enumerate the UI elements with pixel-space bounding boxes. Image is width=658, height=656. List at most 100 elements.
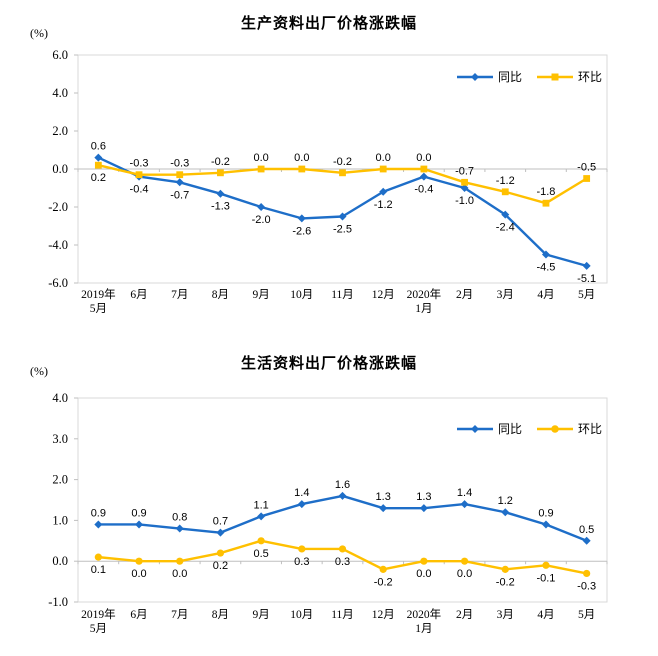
data-label: -2.6 [292,225,311,237]
data-label: -1.2 [374,199,393,211]
data-label: 0.6 [91,141,106,153]
yoy-line-marker-icon [456,424,493,433]
data-label: -0.3 [130,158,149,170]
x-tick-label: 1月 [415,623,432,635]
data-label: 0.0 [416,568,431,580]
data-label: 0.3 [335,556,350,568]
y-axis-unit-label: (%) [30,364,48,378]
data-label: 0.1 [91,564,106,576]
chart-title: 生产资料出厂价格涨跌幅 [240,15,417,32]
data-label: -0.2 [374,576,393,588]
x-tick-label: 12月 [372,289,395,301]
data-label: -2.0 [252,214,271,226]
data-label: 0.0 [457,568,472,580]
y-axis: 4.0 3.0 2.0 1.0 0.0 -1.0 [48,391,78,609]
y-tick-label: -6.0 [48,276,68,290]
data-label: 0.0 [253,152,268,164]
x-tick-label: 8月 [212,289,229,301]
data-label: -0.7 [170,189,189,201]
series-mom-line [94,537,591,578]
data-label: -4.5 [536,262,555,274]
data-label: 0.0 [294,152,309,164]
y-tick-label: 2.0 [52,124,68,138]
x-tick-label: 10月 [290,289,313,301]
mom-line-marker-icon [536,73,573,80]
y-tick-label: 4.0 [52,391,68,405]
x-tick-label: 2月 [456,609,473,621]
y-tick-label: 3.0 [52,432,68,446]
data-label: -0.3 [577,580,596,592]
x-tick-label: 3月 [497,609,514,621]
mom-line-marker-icon [536,424,573,433]
y-axis: 6.0 4.0 2.0 0.0 -2.0 -4.0 -6.0 [48,48,78,290]
legend-label: 同比 [497,422,522,436]
data-label: -1.0 [455,195,474,207]
data-label: 1.3 [376,491,391,503]
data-label: -0.5 [577,162,596,174]
x-tick-label: 2月 [456,289,473,301]
data-label: -0.2 [496,576,515,588]
x-tick-label: 11月 [331,609,354,621]
y-tick-label: -2.0 [48,200,68,214]
legend-item-yoy: 同比 [456,68,522,85]
data-label: 0.0 [131,568,146,580]
legend-item-yoy: 同比 [456,420,522,437]
data-label: -0.4 [414,184,433,196]
data-label: -0.1 [536,572,555,584]
data-label: 0.5 [579,524,594,536]
data-labels-yoy: 0.9 0.9 0.8 0.7 1.1 1.4 1.6 1.3 1.3 1.4 1.2 0.9 0.5 [91,479,595,536]
x-tick-label: 2020年 [407,287,442,301]
x-tick-label: 7月 [171,609,188,621]
x-tick-label: 8月 [212,609,229,621]
data-label: 0.5 [253,548,268,560]
legend-label: 环比 [577,70,602,84]
y-tick-label: 0.0 [52,162,68,176]
y-tick-label: -4.0 [48,238,68,252]
data-label: 1.1 [253,499,268,511]
x-tick-label: 2019年 [81,607,116,621]
data-label: 1.4 [457,487,472,499]
data-label: 0.3 [294,556,309,568]
y-tick-label: 0.0 [52,554,68,568]
y-axis-unit-label: (%) [30,26,48,40]
data-label: 0.2 [91,172,106,184]
series-yoy-line [94,491,591,545]
data-label: -0.7 [455,165,474,177]
y-tick-label: 1.0 [52,513,68,527]
data-label: -0.2 [211,156,230,168]
x-tick-label: 6月 [130,289,147,301]
x-tick-label: 10月 [290,609,313,621]
y-tick-label: 4.0 [52,86,68,100]
x-tick-label: 3月 [497,289,514,301]
x-tick-label: 5月 [90,303,107,315]
data-label: 0.0 [416,152,431,164]
data-labels-mom: 0.2 -0.3 -0.3 -0.2 0.0 0.0 -0.2 0.0 0.0 -0.7 -1.2 -… [91,152,596,198]
x-tick-label: 6月 [130,609,147,621]
data-label: 0.0 [172,568,187,580]
x-tick-label: 4月 [537,609,554,621]
x-tick-label: 9月 [252,289,269,301]
x-tick-label: 9月 [252,609,269,621]
x-axis: 2019年 5月 6月 7月 8月 9月 10月 11月 12月 2020年 1月 2月 3月 4月 5月 [77,560,608,635]
x-tick-label: 2019年 [81,287,116,301]
legend-label: 环比 [577,422,602,436]
data-label: -5.1 [577,273,596,285]
data-labels-yoy: 0.6 -0.4 -0.7 -1.3 -2.0 -2.6 -2.5 -1.2 -0.4 -1.0 -… [91,141,596,285]
data-label: 0.9 [538,507,553,519]
legend: 同比 环比 [456,420,602,437]
y-tick-label: -1.0 [48,595,68,609]
legend-item-mom: 环比 [536,68,602,85]
data-label: -2.4 [496,222,515,234]
data-labels-mom: 0.1 0.0 0.0 0.2 0.5 0.3 0.3 -0.2 0.0 0.0 -0.2 -0.1 -… [91,548,596,593]
legend: 同比 环比 [456,68,602,85]
data-label: -2.5 [333,224,352,236]
series-yoy-line [94,153,591,270]
series-mom-line [94,161,591,207]
data-label: 0.9 [131,507,146,519]
data-label: 1.3 [416,491,431,503]
data-label: -1.8 [536,186,555,198]
data-label: -0.4 [130,184,149,196]
producer-goods-chart: (%) 生产资料出厂价格涨跌幅 同比 环比 6.0 4.0 2.0 0.0 -2.0 -4… [30,15,608,315]
data-label: 0.9 [91,507,106,519]
